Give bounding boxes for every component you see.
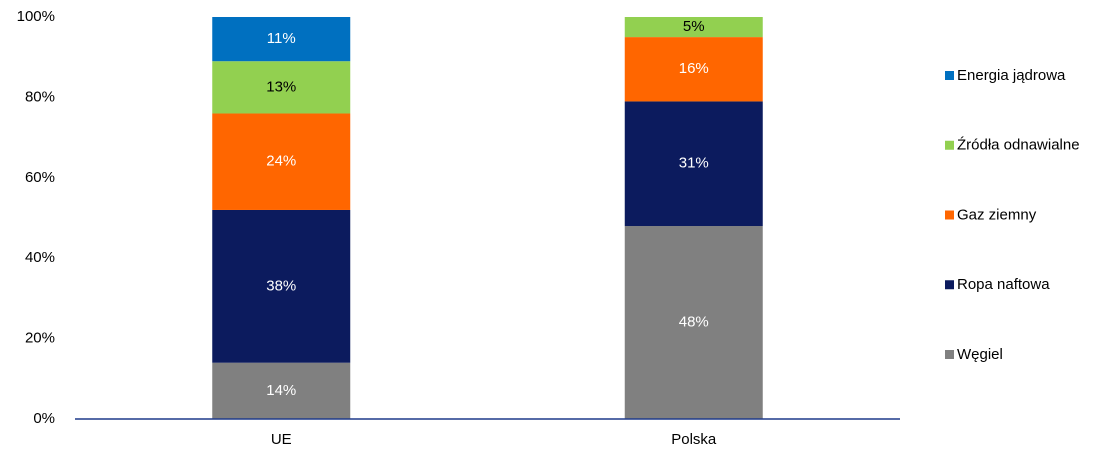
legend-swatch [945,140,954,150]
data-label: 38% [266,277,296,294]
legend-swatch [945,280,954,290]
bar-segment [212,113,351,210]
legend-swatch [945,210,954,220]
x-tick-label: UE [271,431,292,448]
bar-segment [624,101,763,227]
legend-swatch [945,350,954,359]
y-tick-label: 80% [25,88,55,105]
bar-segment [212,17,351,62]
y-tick-label: 100% [17,8,55,25]
bar-segment [212,61,351,114]
legend-label: Węgiel [957,346,1003,363]
y-tick-label: 0% [33,410,55,427]
y-tick-label: 40% [25,249,55,266]
data-label: 13% [266,78,296,95]
data-label: 24% [266,153,296,170]
x-tick-label: Polska [671,431,717,448]
legend-swatch [945,71,954,80]
legend-label: Gaz ziemny [957,206,1037,223]
legend-label: Źródła odnawialne [957,137,1080,154]
bar-segment [624,17,763,38]
data-label: 31% [679,155,709,172]
y-tick-label: 20% [25,330,55,347]
y-tick-label: 60% [25,169,55,186]
data-label: 14% [266,382,296,399]
data-label: 11% [267,30,296,47]
legend-label: Ropa naftowa [957,276,1050,293]
data-label: 5% [683,18,705,35]
bar-segment [212,209,351,363]
bar-segment [624,37,763,102]
data-label: 16% [679,60,709,77]
data-label: 48% [679,313,709,330]
bar-segment [624,226,763,419]
legend-label: Energia jądrowa [957,67,1066,84]
bar-segment [212,362,351,419]
